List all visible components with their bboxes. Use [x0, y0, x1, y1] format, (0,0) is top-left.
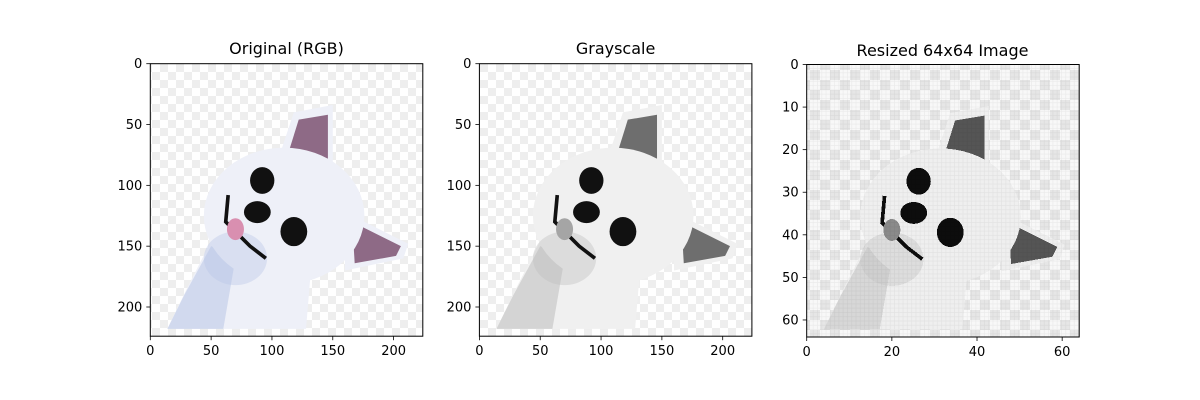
dog-head [532, 147, 694, 284]
y-tick-label: 150 [117, 240, 142, 255]
image-area [479, 63, 752, 337]
dog-right-ear-inner [681, 221, 731, 264]
dog-head [203, 147, 365, 284]
dog-eye-left [579, 167, 604, 194]
x-tick-label: 0 [475, 344, 483, 359]
pixel-grid [806, 64, 1080, 337]
dog-nose [243, 201, 271, 224]
dog-image [167, 105, 409, 329]
y-tick-label: 200 [447, 301, 472, 316]
y-tick-label: 0 [790, 58, 798, 73]
x-tick-label: 50 [203, 344, 220, 359]
axes-frame [478, 63, 753, 337]
y-tick-label: 10 [782, 101, 799, 116]
y-tick-label: 0 [463, 57, 471, 72]
x-tick-label: 200 [710, 344, 735, 359]
panel-title: Resized 64x64 Image [857, 41, 1029, 60]
x-tick-label: 0 [803, 345, 811, 360]
x-tick-label: 150 [649, 344, 674, 359]
dog-right-ear-inner [352, 221, 401, 264]
x-tick-label: 100 [589, 344, 614, 359]
x-axis: 0 20 40 60 [803, 337, 1071, 360]
dog-eye-right [609, 216, 637, 247]
x-axis: 0 50 100 150 200 [475, 336, 735, 359]
x-tick-label: 200 [381, 344, 406, 359]
panel-title: Grayscale [576, 39, 655, 58]
dog-eye-left [250, 167, 275, 194]
y-tick-label: 0 [134, 57, 142, 72]
x-tick-label: 100 [260, 344, 285, 359]
y-axis: 0 50 100 150 200 [447, 57, 480, 316]
x-tick-label: 40 [969, 345, 986, 360]
y-tick-label: 150 [447, 240, 472, 255]
y-tick-label: 40 [782, 228, 799, 243]
x-axis: 0 50 100 150 200 [146, 336, 406, 359]
x-tick-label: 20 [884, 345, 901, 360]
panel-resized: Resized 64x64 Image 0 20 40 60 0 10 20 30 40 50 6… [782, 41, 1080, 360]
x-tick-label: 0 [146, 344, 154, 359]
axes-frame [149, 63, 424, 337]
dog-figure [167, 105, 409, 329]
axes-frame [806, 64, 1080, 338]
y-tick-label: 200 [117, 301, 142, 316]
dog-left-ear-inner [615, 114, 658, 159]
y-tick-label: 50 [782, 271, 799, 286]
dog-chest-shadow [496, 246, 565, 329]
dog-left-ear-inner [286, 114, 328, 159]
y-tick-label: 60 [782, 313, 799, 328]
x-tick-label: 150 [320, 344, 345, 359]
y-tick-label: 100 [117, 179, 142, 194]
dog-tongue [226, 218, 244, 241]
dog-tongue [556, 218, 574, 241]
x-tick-label: 50 [532, 344, 549, 359]
y-tick-label: 30 [782, 186, 799, 201]
image-area [806, 64, 1080, 337]
dog-nose [573, 201, 600, 224]
dog-figure [496, 105, 738, 329]
panel-original: Original (RGB) 0 50 100 150 200 0 50 100 150 200 [117, 39, 424, 359]
dog-chest-shadow [167, 246, 236, 329]
dog-eye-right [280, 216, 308, 247]
image-area [150, 63, 423, 337]
y-tick-label: 100 [447, 179, 472, 194]
dog-image [496, 105, 738, 329]
y-tick-label: 50 [126, 118, 143, 133]
y-tick-label: 50 [455, 118, 472, 133]
panel-title: Original (RGB) [229, 39, 344, 58]
x-tick-label: 60 [1054, 345, 1071, 360]
y-tick-label: 20 [782, 143, 799, 158]
y-axis: 0 10 20 30 40 50 60 [782, 58, 807, 328]
y-axis: 0 50 100 150 200 [117, 57, 151, 316]
panel-grayscale: Grayscale 0 50 100 150 200 0 50 100 150 200 [447, 39, 753, 359]
